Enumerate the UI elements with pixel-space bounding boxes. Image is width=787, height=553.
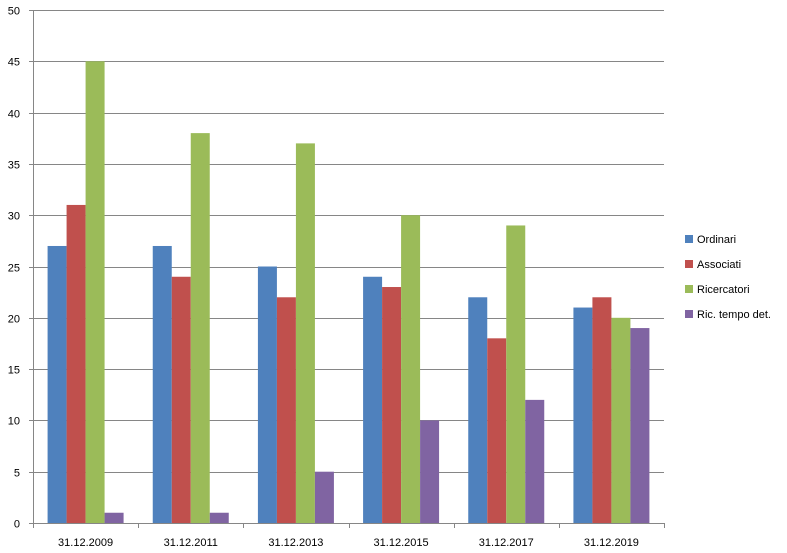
bar-associati	[66, 204, 86, 523]
bars	[47, 61, 650, 524]
legend-label: Ricercatori	[697, 284, 750, 296]
legend-swatch	[685, 310, 693, 318]
bar-ordinari	[573, 307, 593, 523]
bar-ric-tempo-det	[525, 399, 545, 523]
y-tick-label: 50	[8, 6, 20, 18]
bar-ricercatori	[506, 225, 526, 523]
legend-swatch	[685, 260, 693, 268]
y-tick-label: 15	[8, 365, 20, 377]
bar-ricercatori	[295, 143, 315, 523]
bar-ric-tempo-det	[420, 420, 440, 523]
legend: Ordinari Associati Ricercatori Ric. tempo d…	[685, 234, 771, 321]
bar-ricercatori	[85, 61, 105, 524]
legend-label: Ric. tempo det.	[697, 309, 771, 321]
x-tick-label: 31.12.2019	[584, 537, 639, 549]
y-tick-label: 25	[8, 263, 20, 275]
bar-ordinari	[47, 245, 67, 524]
bar-associati	[487, 338, 507, 523]
y-tick-label: 45	[8, 57, 20, 69]
x-axis-tick-labels: 31.12.2009 31.12.2011 31.12.2013 31.12.2015…	[58, 537, 639, 549]
bar-ordinari	[468, 297, 488, 523]
bar-ric-tempo-det	[104, 512, 124, 523]
y-tick-label: 0	[14, 519, 20, 531]
x-tick-label: 31.12.2017	[479, 537, 534, 549]
gridlines	[33, 10, 664, 473]
legend-swatch	[685, 235, 693, 243]
y-tick-label: 20	[8, 314, 20, 326]
y-tick-label: 35	[8, 160, 20, 172]
legend-label: Ordinari	[697, 234, 736, 246]
x-tick-label: 31.12.2011	[164, 537, 218, 549]
y-tick-label: 10	[8, 416, 20, 428]
bar-ric-tempo-det	[209, 512, 229, 523]
bar-ricercatori	[611, 317, 631, 523]
x-tick-label: 31.12.2009	[58, 537, 113, 549]
bar-ordinari	[363, 276, 383, 523]
legend-swatch	[685, 285, 693, 293]
bar-ric-tempo-det	[314, 471, 334, 523]
bar-associati	[171, 276, 191, 523]
bar-ricercatori	[401, 215, 421, 523]
y-axis-tick-labels: 0 5 10 15 20 25 30 35 40 45 50	[8, 6, 20, 531]
bar-ordinari	[257, 266, 277, 523]
y-tick-label: 5	[14, 468, 20, 480]
y-tick-label: 30	[8, 211, 20, 223]
bar-ric-tempo-det	[630, 328, 650, 523]
bar-associati	[592, 297, 612, 523]
bar-associati	[276, 297, 296, 523]
bar-ricercatori	[190, 133, 210, 523]
bar-ordinari	[152, 245, 172, 524]
bar-associati	[382, 287, 402, 523]
x-tick-label: 31.12.2013	[268, 537, 323, 549]
y-tick-label: 40	[8, 109, 20, 121]
x-tick-label: 31.12.2015	[374, 537, 429, 549]
legend-label: Associati	[697, 259, 741, 271]
axes	[29, 10, 665, 528]
